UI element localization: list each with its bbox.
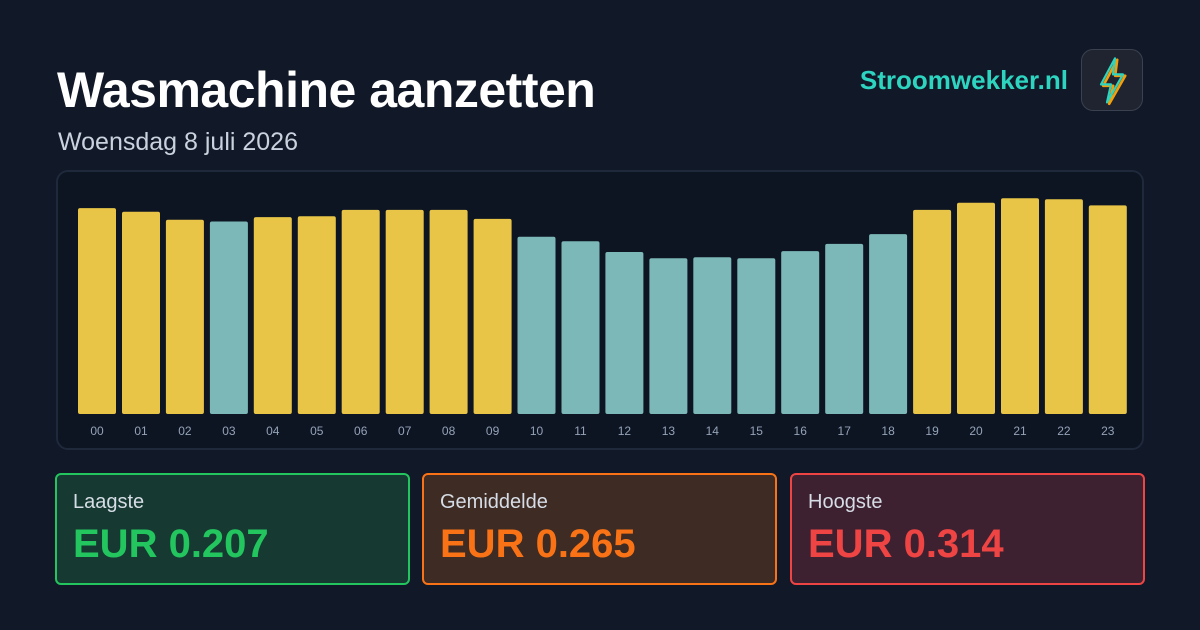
brand-name[interactable]: Stroomwekker.nl	[859, 65, 1068, 95]
bar-hour-21	[1001, 198, 1039, 414]
bar-hour-19	[913, 209, 952, 414]
x-tick-label: 20	[969, 424, 983, 438]
bar-hour-16	[781, 251, 820, 414]
bar-hour-04	[253, 217, 292, 414]
x-tick-label: 01	[134, 424, 148, 438]
bar-hour-06	[341, 209, 380, 414]
x-tick-label: 21	[1013, 424, 1027, 438]
average-price-value: EUR 0.265	[440, 522, 636, 566]
x-tick-label: 14	[706, 424, 720, 438]
bar-hour-11	[561, 241, 600, 414]
x-tick-label: 13	[662, 424, 676, 438]
x-tick-label: 03	[222, 424, 236, 438]
bar-hour-14	[693, 257, 732, 414]
bar-hour-02	[165, 219, 204, 414]
page-subtitle-date: Woensdag 8 juli 2026	[58, 128, 298, 156]
bar-hour-15	[737, 258, 776, 414]
x-tick-label: 04	[266, 424, 280, 438]
x-tick-label: 07	[398, 424, 412, 438]
bar-hour-09	[473, 218, 512, 414]
x-tick-label: 06	[354, 424, 368, 438]
bar-hour-05	[297, 216, 336, 414]
average-price-card: Gemiddelde EUR 0.265	[422, 473, 777, 585]
x-tick-label: 02	[178, 424, 192, 438]
x-tick-label: 22	[1057, 424, 1071, 438]
x-tick-label: 08	[442, 424, 456, 438]
page-title: Wasmachine aanzetten	[57, 62, 596, 118]
highest-price-label: Hoogste	[808, 491, 883, 513]
bar-hour-18	[869, 234, 908, 414]
bar-chart-svg: 00 01 02 03 04 05 06 07 08 09 10 11 12 13 14 15 16 17 18 19…	[78, 198, 1127, 438]
highest-price-value: EUR 0.314	[808, 522, 1004, 566]
bar-hour-10	[517, 236, 556, 414]
lowest-price-label: Laagste	[73, 491, 145, 513]
bar-hour-07	[385, 209, 424, 414]
x-tick-label: 23	[1101, 424, 1115, 438]
bar-hour-23	[1088, 205, 1127, 414]
x-tick-label: 17	[838, 424, 852, 438]
average-price-label: Gemiddelde	[440, 491, 548, 513]
bar-hour-12	[605, 252, 644, 414]
x-tick-label: 00	[90, 424, 104, 438]
price-chart: 00 01 02 03 04 05 06 07 08 09 10 11 12 13 14 15 16 17 18 19…	[56, 170, 1144, 450]
bar-hour-13	[649, 258, 688, 414]
bar-hour-03	[209, 221, 248, 414]
x-tick-label: 05	[310, 424, 324, 438]
x-tick-label: 09	[486, 424, 500, 438]
lowest-price-card: Laagste EUR 0.207	[55, 473, 410, 585]
bar-hour-08	[429, 209, 468, 414]
x-tick-label: 15	[750, 424, 764, 438]
x-tick-label: 11	[574, 424, 587, 438]
bar-hour-00	[78, 208, 116, 414]
bar-hour-22	[1044, 199, 1083, 414]
x-tick-label: 10	[530, 424, 544, 438]
lightning-bolt-icon	[1081, 49, 1143, 111]
bar-hour-01	[122, 211, 160, 414]
bar-hour-17	[825, 243, 864, 414]
x-tick-label: 19	[925, 424, 939, 438]
bar-hour-20	[957, 202, 995, 414]
x-tick-label: 18	[881, 424, 895, 438]
lowest-price-value: EUR 0.207	[73, 522, 269, 566]
x-tick-label: 12	[618, 424, 632, 438]
x-tick-label: 16	[794, 424, 808, 438]
highest-price-card: Hoogste EUR 0.314	[790, 473, 1145, 585]
